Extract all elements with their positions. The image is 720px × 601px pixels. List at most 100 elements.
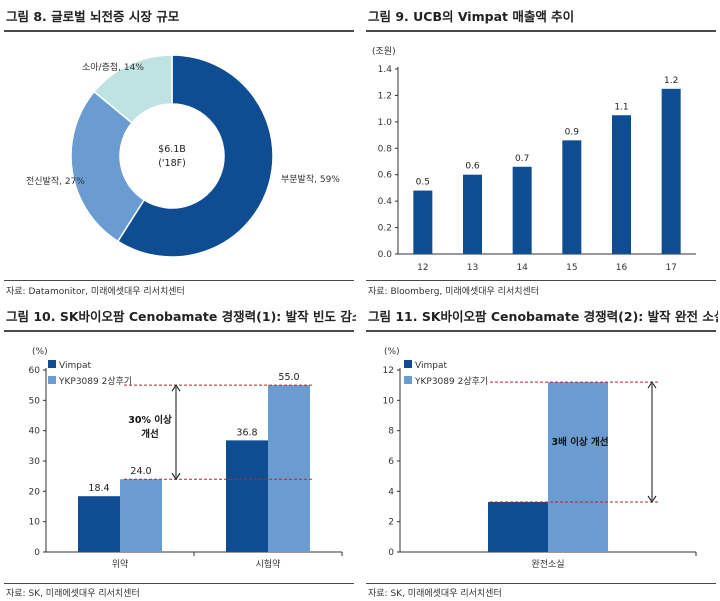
bar-chart: (조원) 0.0 0.2 0.4 0.6 0.8 1.0 1.2 1.4 0.5 12 0.6 13 0.… <box>372 46 696 273</box>
y-tick-label: 0 <box>388 548 394 558</box>
legend-swatch <box>48 360 56 368</box>
legend-swatch <box>404 360 412 368</box>
grouped-bar-chart: (%) 0 2 4 6 8 10 12 완전소실 Vimpat YKP3089 2상후기 3배 이상 … <box>383 347 697 570</box>
y-tick-label: 50 <box>29 396 41 406</box>
annotation-text: 개선 <box>141 428 158 440</box>
legend-swatch <box>48 376 56 384</box>
slice-label: 전신발작, 27% <box>26 176 85 187</box>
title-rule <box>4 330 354 332</box>
y-axis-unit: (%) <box>32 347 48 357</box>
bar <box>548 382 608 552</box>
x-tick-label: 15 <box>566 263 577 273</box>
y-tick-label: 4 <box>388 487 394 497</box>
donut-center-value: $6.1B <box>158 144 186 155</box>
x-tick-label: 위약 <box>112 558 129 570</box>
legend-label: Vimpat <box>415 361 447 371</box>
donut-chart: 부분발작, 59% 전신발작, 27% 소아/증첩, 14% $6.1B ('18F) <box>26 54 340 258</box>
chart-source: 자료: SK, 미래에셋대우 리서치센터 <box>6 589 140 599</box>
bar-value-label: 55.0 <box>278 372 299 383</box>
legend-label: YKP3089 2상후기 <box>414 376 488 387</box>
y-tick-label: 20 <box>29 487 41 497</box>
bar <box>120 479 162 552</box>
y-tick-label: 10 <box>29 518 41 528</box>
grouped-bar-chart: (%) 0 10 20 30 40 50 60 18.4 24.0 위약 36.8 55.0 시험약 Vim… <box>29 347 343 570</box>
y-tick-label: 2 <box>388 518 394 528</box>
slice-label: 소아/증첩, 14% <box>82 62 144 73</box>
bar <box>512 166 532 254</box>
donut-center-year: ('18F) <box>158 158 186 169</box>
bar-value-label: 18.4 <box>88 483 109 494</box>
title-rule <box>366 30 716 32</box>
y-tick-label: 1.4 <box>378 65 393 75</box>
arrow-head-down <box>171 472 181 481</box>
title-rule <box>366 330 716 332</box>
arrow-head-up <box>171 384 181 392</box>
y-tick-label: 10 <box>383 396 395 406</box>
x-tick-label: 완전소실 <box>531 559 564 570</box>
bar <box>463 174 482 254</box>
y-tick-label: 30 <box>29 457 41 467</box>
chart-title: 그림 9. UCB의 Vimpat 매출액 추이 <box>368 9 575 24</box>
y-axis-unit: (조원) <box>372 46 396 57</box>
bar <box>612 115 631 254</box>
y-tick-label: 0.4 <box>378 197 393 207</box>
y-tick-label: 1.2 <box>378 91 392 101</box>
annotation-text: 30% 이상 <box>128 414 172 426</box>
bar-value-label: 1.2 <box>664 76 678 86</box>
y-tick-label: 8 <box>388 427 394 437</box>
y-tick-label: 0.2 <box>378 224 392 234</box>
bar <box>226 440 268 552</box>
chart-panel-seizure-reduction: 그림 10. SK바이오팜 Cenobamate 경쟁력(1): 발작 빈도 감… <box>4 306 356 600</box>
bar-value-label: 0.6 <box>465 162 480 172</box>
pie-slice <box>116 54 274 258</box>
y-tick-label: 6 <box>388 457 394 467</box>
bar <box>268 385 310 552</box>
y-tick-label: 60 <box>29 366 41 376</box>
source-rule <box>4 583 354 584</box>
x-tick-label: 시험약 <box>256 558 281 570</box>
bar-value-label: 0.5 <box>416 178 430 188</box>
bar <box>413 190 433 254</box>
chart-panel-market-size: 그림 8. 글로벌 뇌전증 시장 규모 부분발작, 59% 전신발작, 27% 소아… <box>4 6 354 297</box>
y-axis-unit: (%) <box>384 347 400 357</box>
slice-label: 부분발작, 59% <box>281 174 340 185</box>
title-rule <box>4 30 354 32</box>
bar-value-label: 36.8 <box>236 427 257 438</box>
y-tick-label: 40 <box>29 427 41 437</box>
legend-swatch <box>404 376 412 384</box>
x-tick-label: 12 <box>417 263 428 273</box>
arrow-head-down <box>647 495 657 503</box>
x-tick-label: 13 <box>467 263 478 273</box>
bar <box>562 140 582 254</box>
source-rule <box>366 583 716 584</box>
y-tick-label: 0.8 <box>378 144 393 154</box>
x-tick-label: 14 <box>516 263 528 273</box>
source-rule <box>4 280 354 281</box>
pie-slice <box>70 90 146 243</box>
bar <box>78 496 120 552</box>
y-tick-label: 0.0 <box>378 250 393 260</box>
bar <box>488 501 548 552</box>
chart-panel-seizure-freedom: 그림 11. SK바이오팜 Cenobamate 경쟁력(2): 발작 완전 소… <box>366 306 718 600</box>
chart-panel-vimpat-sales: 그림 9. UCB의 Vimpat 매출액 추이 (조원) 0.0 0.2 0.4 0.… <box>366 6 716 297</box>
legend-label: Vimpat <box>59 361 91 371</box>
y-tick-label: 0 <box>34 548 40 558</box>
pie-slice <box>93 54 173 124</box>
y-tick-label: 12 <box>383 366 394 376</box>
chart-title: 그림 11. SK바이오팜 Cenobamate 경쟁력(2): 발작 완전 소… <box>368 309 718 324</box>
chart-source: 자료: Bloomberg, 미래에셋대우 리서치센터 <box>368 287 540 297</box>
bar-value-label: 1.1 <box>614 102 628 112</box>
x-tick-label: 16 <box>616 263 628 273</box>
chart-title: 그림 10. SK바이오팜 Cenobamate 경쟁력(1): 발작 빈도 감… <box>6 309 356 324</box>
chart-title: 그림 8. 글로벌 뇌전증 시장 규모 <box>6 9 180 24</box>
bar <box>661 88 681 254</box>
chart-source: 자료: SK, 미래에셋대우 리서치센터 <box>368 589 502 599</box>
annotation-text: 3배 이상 개선 <box>552 436 609 448</box>
bar-value-label: 0.9 <box>565 127 580 137</box>
arrow-head-up <box>647 381 657 389</box>
y-tick-label: 1.0 <box>378 118 393 128</box>
x-tick-label: 17 <box>665 263 676 273</box>
legend-label: YKP3089 2상후기 <box>58 376 132 387</box>
chart-source: 자료: Datamonitor, 미래에셋대우 리서치센터 <box>6 287 185 297</box>
y-tick-label: 0.6 <box>378 171 393 181</box>
